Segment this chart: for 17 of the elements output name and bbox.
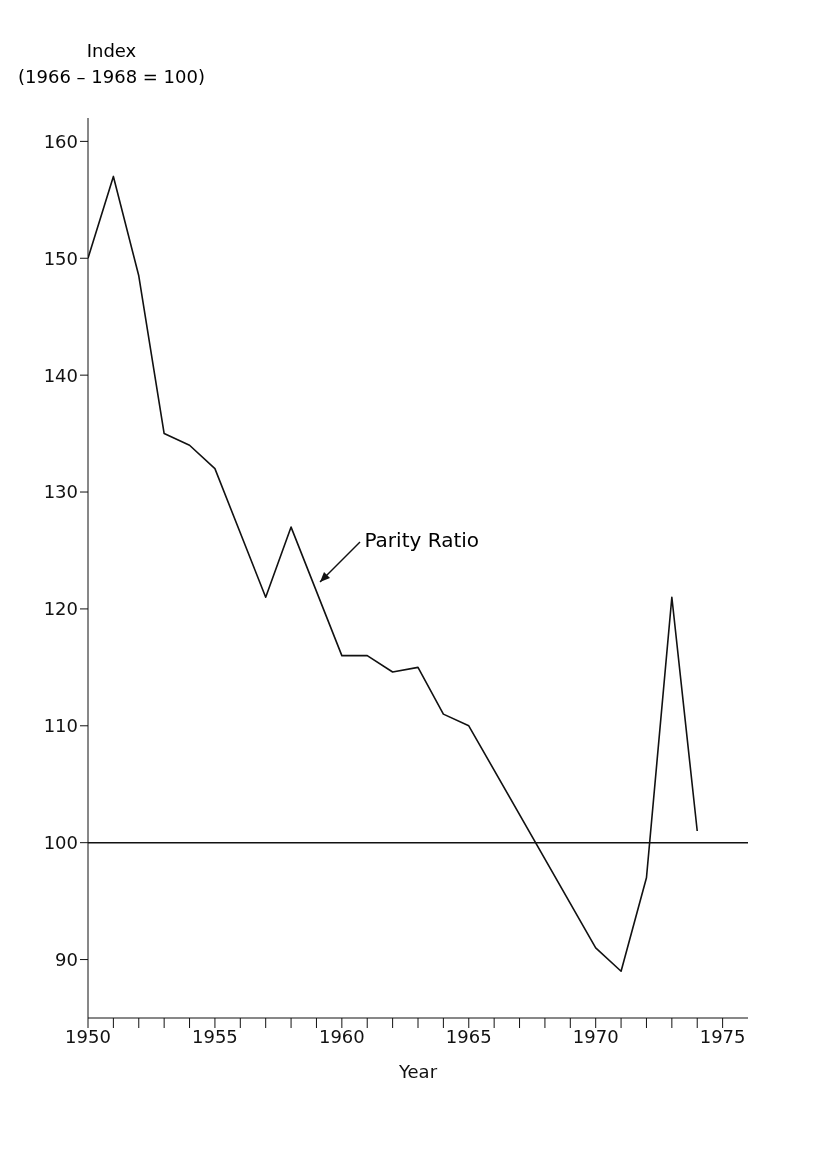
x-tick-label: 1955	[192, 1025, 238, 1047]
x-tick-label: 1965	[445, 1025, 492, 1047]
y-tick-label: 130	[43, 481, 78, 503]
y-tick-label: 150	[43, 247, 78, 269]
x-tick-label: 1960	[318, 1025, 365, 1047]
y-tick-label: 140	[43, 364, 78, 386]
x-tick-label: 1950	[65, 1025, 111, 1047]
y-tick-label: 120	[43, 598, 78, 620]
x-axis-title: Year	[397, 1061, 438, 1082]
x-tick-label: 1975	[699, 1025, 746, 1047]
y-tick-label: 90	[55, 948, 78, 970]
y-tick-label: 110	[43, 715, 78, 737]
annotation: Parity Ratio	[364, 527, 480, 552]
y-axis-title: Index (1966 – 1968 = 100)	[18, 39, 205, 89]
y-tick-label: 160	[43, 130, 78, 152]
x-tick-label: 1970	[572, 1025, 619, 1047]
y-tick-label: 100	[43, 832, 78, 854]
